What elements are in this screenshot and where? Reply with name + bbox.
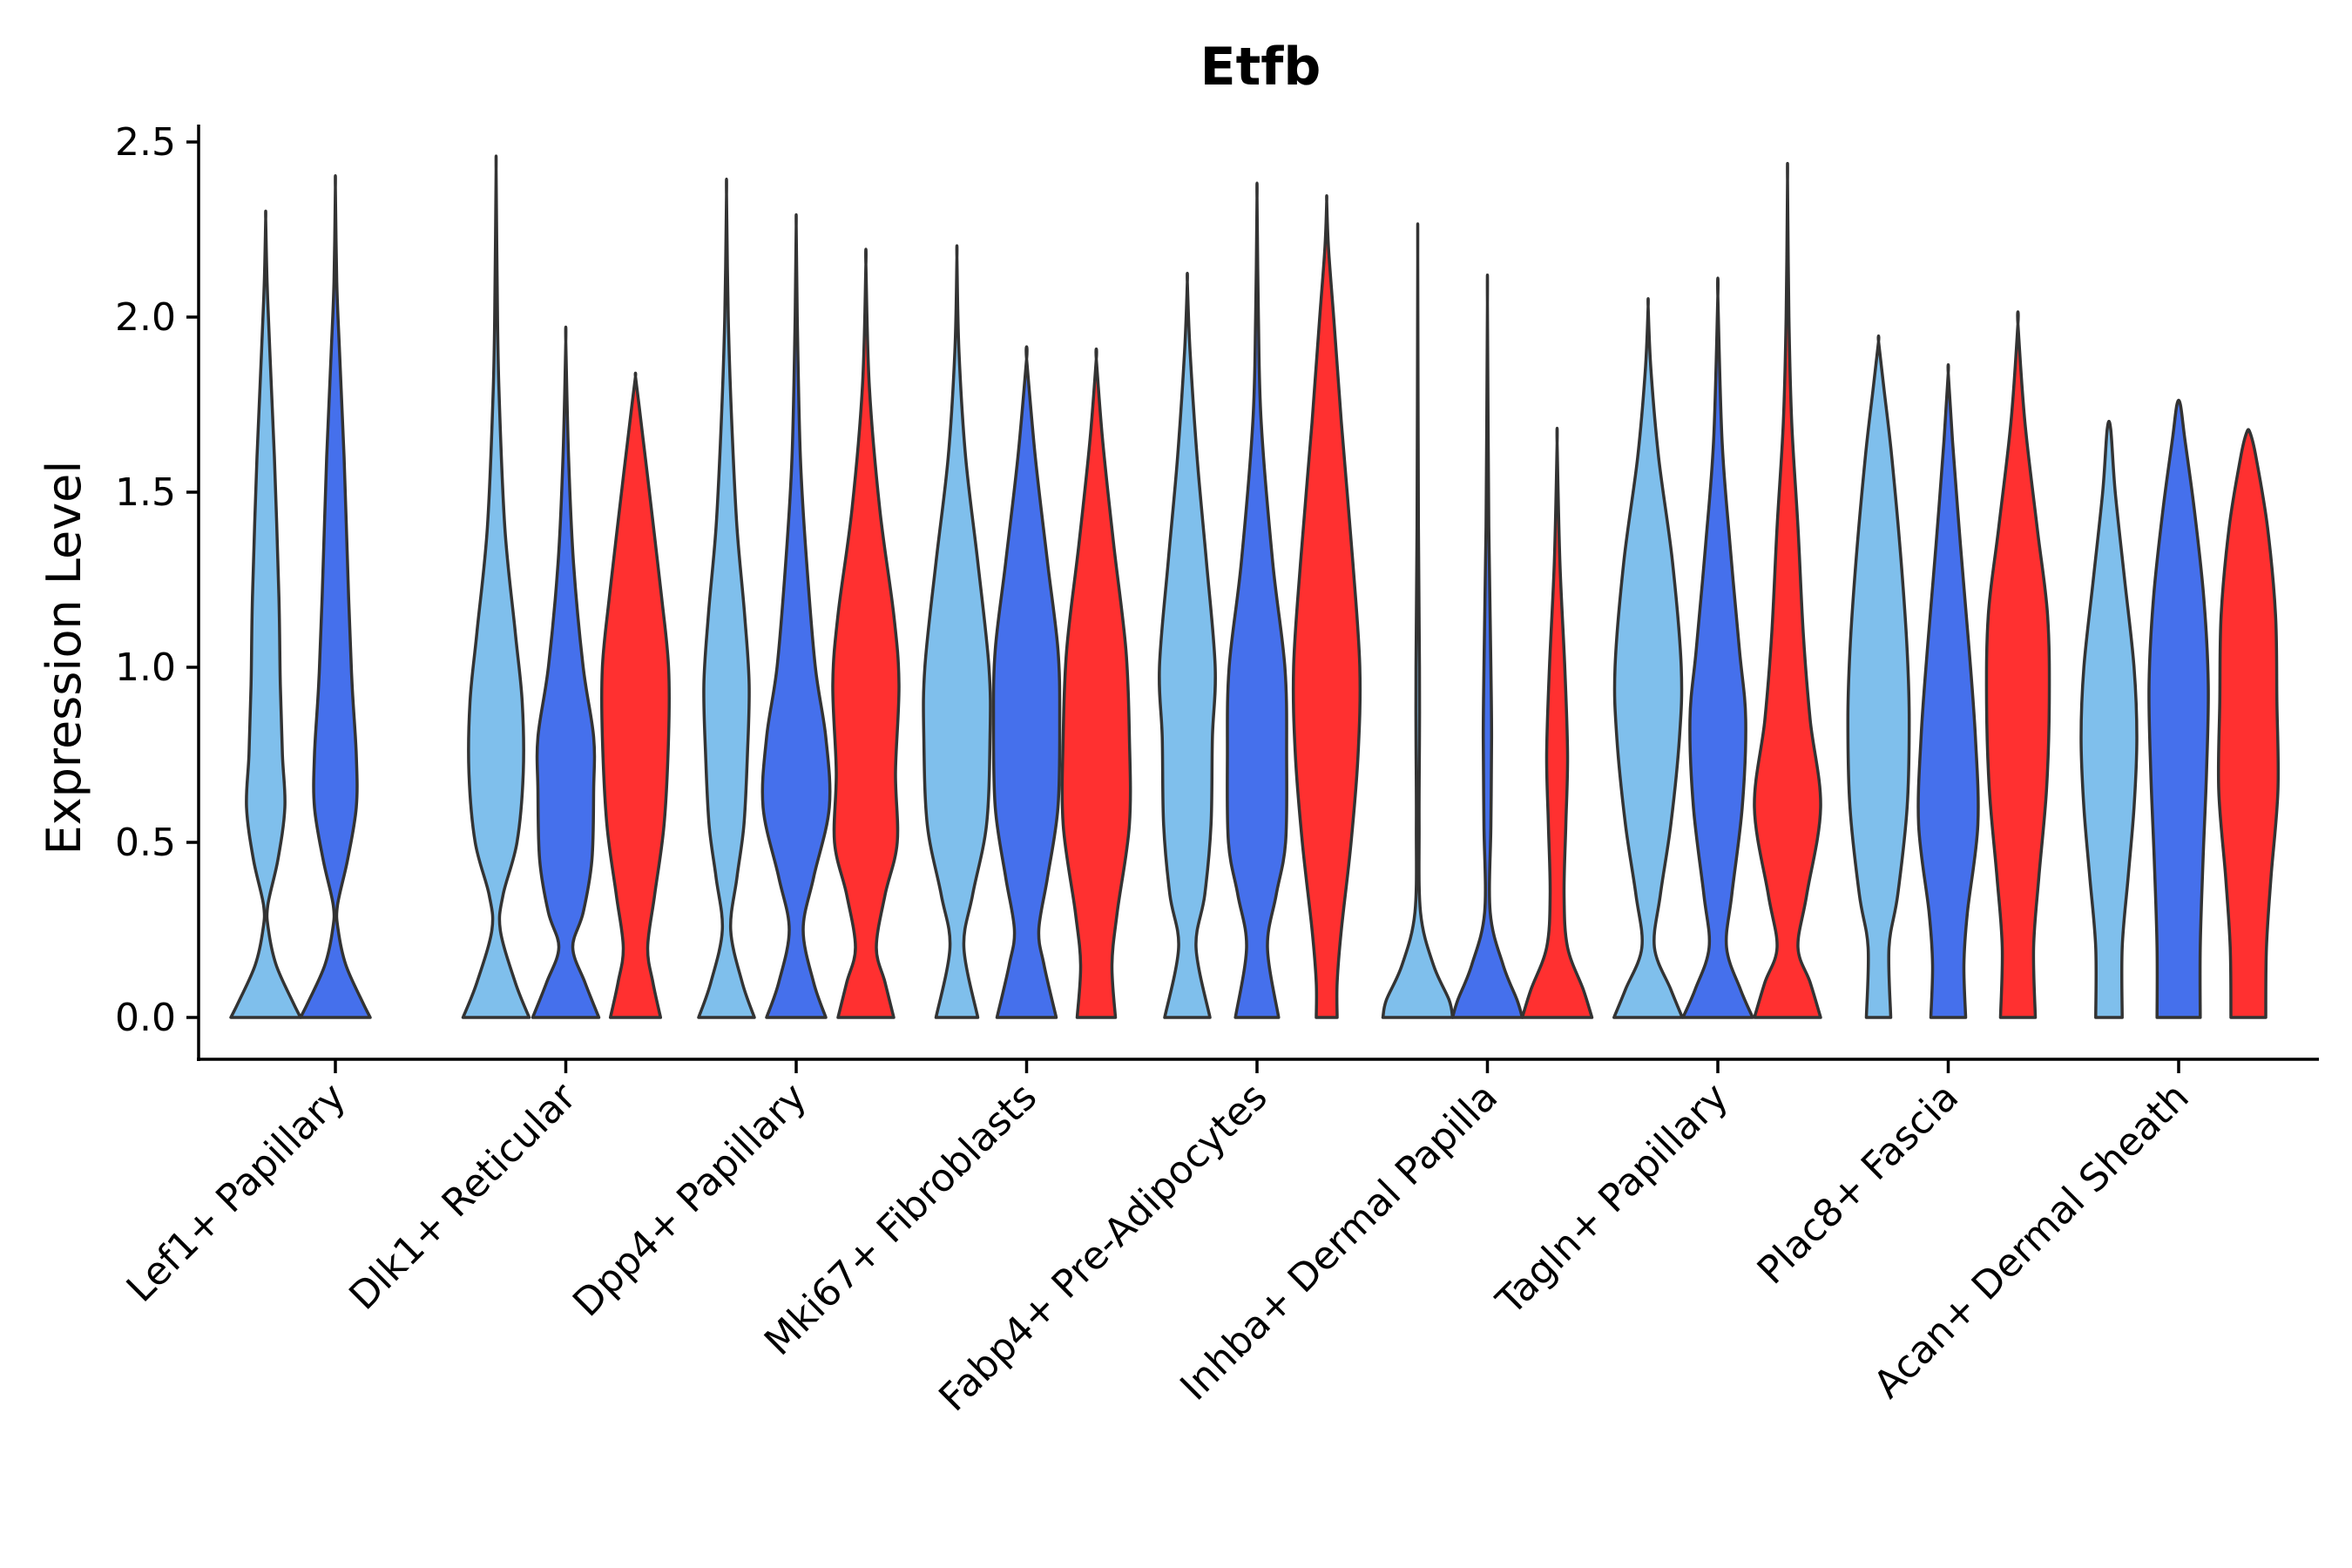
violin-3-series-2 xyxy=(760,213,832,1019)
violin-6-series-3 xyxy=(1520,426,1594,1019)
violin-1-series-2 xyxy=(299,173,372,1019)
violin-2-series-1 xyxy=(461,154,531,1019)
violin-6-series-1 xyxy=(1381,222,1455,1019)
violin-6-series-2 xyxy=(1450,273,1524,1019)
y-tick-label: 2.5 xyxy=(115,120,176,165)
violin-2-series-2 xyxy=(531,325,601,1019)
violin-9-series-3 xyxy=(2216,428,2281,1019)
y-tick-label: 0.5 xyxy=(115,821,176,865)
violin-3-series-1 xyxy=(697,177,756,1019)
violin-9-series-2 xyxy=(2147,398,2210,1019)
chart-title: Etfb xyxy=(1200,37,1321,98)
violin-2-series-3 xyxy=(599,371,672,1019)
y-tick-label: 2.0 xyxy=(115,295,176,340)
y-tick-label: 1.5 xyxy=(115,470,176,515)
y-tick-label: 0.0 xyxy=(115,996,176,1040)
violin-7-series-2 xyxy=(1681,276,1754,1019)
violin-8-series-2 xyxy=(1916,363,1980,1019)
y-tick-label: 1.0 xyxy=(115,645,176,690)
violin-8-series-1 xyxy=(1846,334,1911,1019)
violin-7-series-3 xyxy=(1753,161,1822,1019)
violin-7-series-1 xyxy=(1612,297,1684,1019)
violin-8-series-3 xyxy=(1984,310,2051,1019)
violin-5-series-3 xyxy=(1291,194,1362,1019)
y-ticks: 0.0 0.5 1.0 1.5 2.0 2.5 xyxy=(115,120,199,1040)
violin-4-series-1 xyxy=(922,244,992,1019)
y-axis-label: Expression Level xyxy=(37,461,91,855)
violin-9-series-1 xyxy=(2079,419,2139,1019)
violin-5-series-1 xyxy=(1158,272,1217,1019)
violin-1-series-1 xyxy=(229,209,302,1019)
violin-5-series-2 xyxy=(1226,181,1288,1019)
violin-4-series-2 xyxy=(991,345,1062,1019)
violin-3-series-3 xyxy=(831,247,901,1019)
violin-layer xyxy=(229,154,2281,1019)
violin-4-series-3 xyxy=(1060,347,1132,1019)
